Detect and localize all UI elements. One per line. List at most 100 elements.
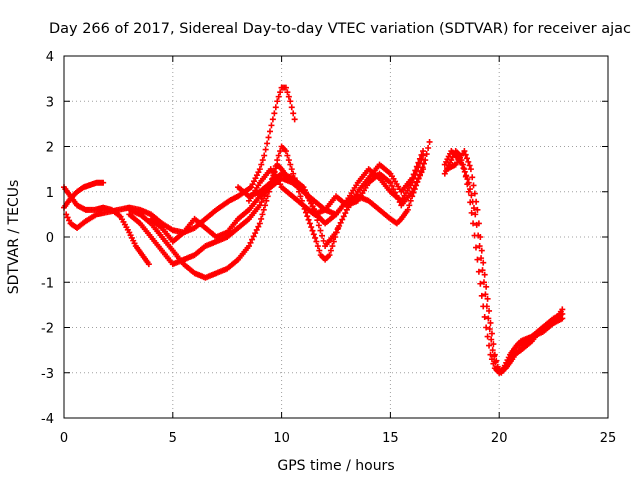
data-point xyxy=(326,252,333,259)
data-point xyxy=(306,220,313,227)
chart-title: Day 266 of 2017, Sidereal Day-to-day VTE… xyxy=(49,21,631,37)
data-point xyxy=(268,122,275,129)
data-point xyxy=(317,227,324,234)
data-point xyxy=(404,206,411,213)
data-point xyxy=(256,166,263,173)
data-point xyxy=(258,199,265,206)
data-point xyxy=(480,259,487,266)
data-point xyxy=(248,184,255,191)
data-point xyxy=(465,158,472,165)
y-axis-label: SDTVAR / TECUs xyxy=(6,180,22,295)
y-tick-label: -3 xyxy=(41,367,54,382)
series-track-6 xyxy=(148,152,427,245)
data-point xyxy=(272,104,279,111)
data-point xyxy=(288,166,295,173)
data-point xyxy=(274,98,281,105)
data-point xyxy=(291,116,298,123)
y-tick-label: 1 xyxy=(46,186,54,201)
data-series xyxy=(61,84,566,376)
data-point xyxy=(467,166,474,173)
y-tick-label: 2 xyxy=(46,141,54,156)
data-point xyxy=(306,197,313,204)
data-point xyxy=(416,172,423,179)
data-point xyxy=(340,213,347,220)
data-point xyxy=(334,226,341,233)
data-point xyxy=(259,211,266,218)
data-point xyxy=(275,178,282,185)
data-point xyxy=(145,261,152,268)
data-point xyxy=(409,188,416,195)
data-point xyxy=(247,239,254,246)
data-point xyxy=(333,229,339,236)
data-point xyxy=(474,206,481,213)
data-point xyxy=(462,151,469,158)
data-point xyxy=(410,185,417,192)
data-point xyxy=(297,193,304,200)
x-tick-label: 15 xyxy=(382,431,399,446)
data-point xyxy=(288,104,295,111)
data-point xyxy=(100,179,107,186)
data-point xyxy=(250,233,257,240)
data-point xyxy=(476,243,483,250)
data-point xyxy=(320,237,327,244)
data-point xyxy=(486,342,493,349)
x-axis-label: GPS time / hours xyxy=(277,458,394,474)
x-tick-label: 0 xyxy=(60,431,68,446)
data-point xyxy=(470,220,477,227)
data-point xyxy=(269,116,276,123)
data-point xyxy=(275,152,282,159)
series-track-11 xyxy=(443,148,566,376)
data-point xyxy=(472,211,479,218)
data-point xyxy=(466,162,473,169)
data-point xyxy=(256,220,263,227)
data-point xyxy=(388,182,395,189)
data-point xyxy=(255,169,262,176)
data-point xyxy=(559,310,566,317)
data-point xyxy=(64,214,71,221)
data-point xyxy=(425,145,432,152)
data-point xyxy=(483,324,490,331)
data-point xyxy=(477,280,484,287)
data-point xyxy=(474,256,481,263)
data-point xyxy=(481,271,488,278)
data-point xyxy=(392,189,399,196)
data-point xyxy=(290,110,297,117)
data-point xyxy=(470,205,477,212)
data-point xyxy=(249,181,256,188)
data-point xyxy=(468,209,475,216)
data-point xyxy=(479,267,486,274)
data-point xyxy=(406,202,413,209)
data-point xyxy=(259,157,266,164)
data-point xyxy=(467,186,474,193)
y-tick-label: -4 xyxy=(41,412,54,427)
data-point xyxy=(337,219,344,226)
data-point xyxy=(493,357,500,364)
data-point xyxy=(412,167,419,174)
data-point xyxy=(412,182,419,189)
data-point xyxy=(460,165,467,172)
data-point xyxy=(470,182,477,189)
data-point xyxy=(275,93,282,100)
data-point xyxy=(314,217,321,224)
data-point xyxy=(339,216,346,223)
data-point xyxy=(475,268,482,275)
data-point xyxy=(413,163,420,170)
data-point xyxy=(282,148,289,155)
y-tick-label: 3 xyxy=(46,95,54,110)
data-point xyxy=(415,175,422,182)
x-tick-label: 20 xyxy=(491,431,508,446)
y-tick-label: -1 xyxy=(41,276,54,291)
data-point xyxy=(303,190,310,197)
data-point xyxy=(285,157,292,164)
x-tick-label: 5 xyxy=(169,431,177,446)
data-point xyxy=(301,187,308,194)
data-point xyxy=(420,148,427,155)
data-point xyxy=(258,215,265,222)
data-point xyxy=(423,151,430,158)
data-point xyxy=(336,223,343,230)
data-point xyxy=(316,247,323,254)
x-tick-label: 10 xyxy=(273,431,290,446)
data-point xyxy=(265,134,272,141)
data-point xyxy=(245,243,252,250)
data-point xyxy=(263,197,270,204)
